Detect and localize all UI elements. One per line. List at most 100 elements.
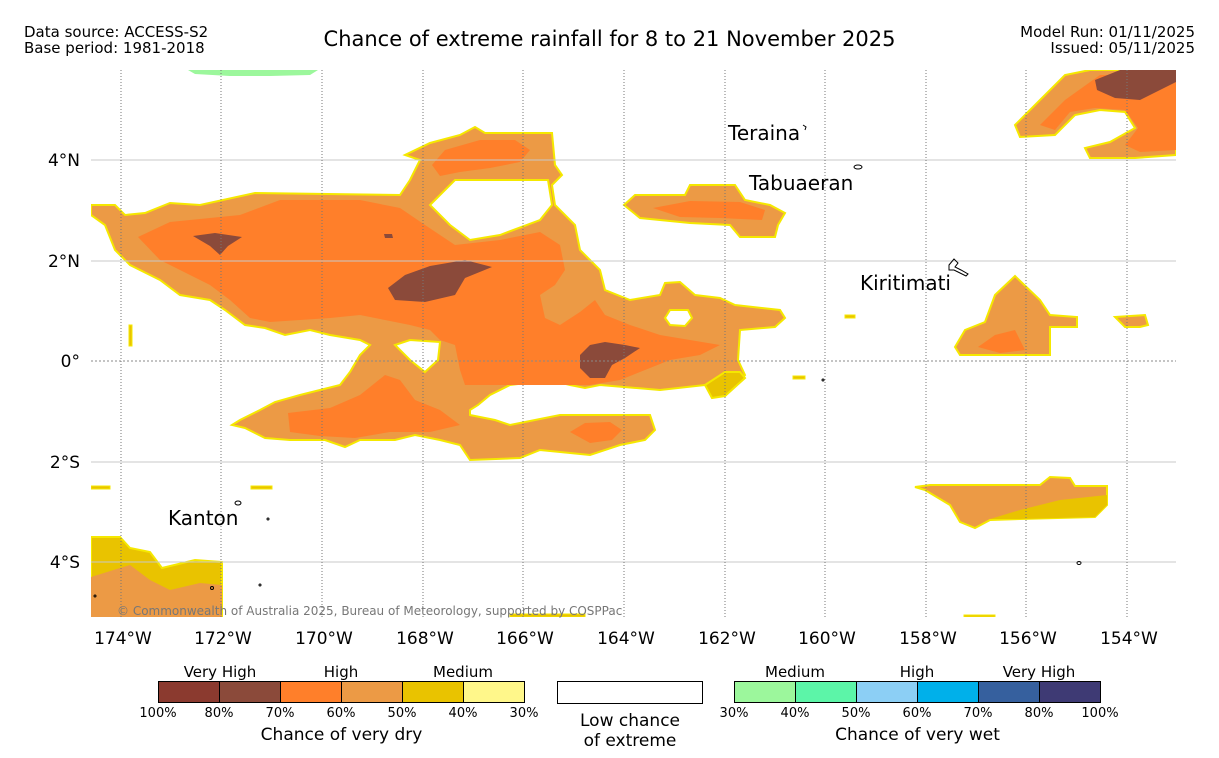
lat-label: 4°S — [50, 553, 80, 573]
model-run-text: Model Run: 01/11/2025 — [1020, 23, 1195, 41]
legend-dry-group: High — [323, 663, 359, 681]
dry-sliver-1 — [128, 324, 133, 347]
place-labels: Teraina Tabuaeran Kiritimati Kanton — [168, 121, 951, 530]
dry-sliver-2 — [91, 485, 111, 490]
legend-dry-tick: 80% — [204, 706, 234, 721]
islands — [93, 124, 1082, 598]
legend-wet-swatch — [917, 681, 979, 703]
legend-wet-group: High — [899, 663, 935, 681]
kiritimati-island — [948, 258, 969, 277]
dry-sliver-5 — [963, 614, 996, 617]
legend-dry-swatch — [280, 681, 342, 703]
dry-sliver-6 — [792, 375, 806, 380]
legend-wet-group: Medium — [765, 663, 825, 681]
legend-wet-tick: 80% — [1024, 706, 1054, 721]
dry-region-high-north — [432, 140, 530, 176]
legend-wet-tick: 40% — [780, 706, 810, 721]
map-title: Chance of extreme rainfall for 8 to 21 N… — [323, 27, 896, 51]
legend-dry-tick: 100% — [139, 706, 177, 721]
dry-region-high-south2 — [570, 422, 622, 443]
data-source-text: Data source: ACCESS-S2 — [24, 23, 209, 41]
lon-label: 156°W — [999, 629, 1057, 649]
islet-3 — [258, 583, 262, 587]
islet-2 — [210, 586, 214, 590]
dry-high-tabuaeran — [653, 201, 765, 220]
issued-text: Issued: 05/11/2025 — [1050, 39, 1195, 57]
legend-dry-swatch — [158, 681, 220, 703]
dry-very-high-northeast — [1095, 70, 1176, 100]
legend-dry-group: Medium — [433, 663, 493, 681]
legend-wet-swatch — [734, 681, 796, 703]
legend-dry-swatch — [402, 681, 464, 703]
dry-region-high-south — [288, 375, 460, 438]
rainfall-map: Teraina Tabuaeran Kiritimati Kanton © Co… — [48, 70, 1176, 649]
legend-wet-tick: 70% — [963, 706, 993, 721]
lon-label: 158°W — [899, 629, 957, 649]
hole-a — [428, 179, 554, 242]
lat-labels: 4°N 2°N 0° 2°S 4°S — [48, 151, 80, 573]
lon-label: 168°W — [396, 629, 454, 649]
model-run-block: Model Run: 01/11/2025 Issued: 05/11/2025 — [1020, 24, 1195, 56]
legend-wet-swatch — [856, 681, 918, 703]
dry-sliver-4 — [509, 613, 586, 617]
label-kanton: Kanton — [168, 506, 238, 530]
legend-wet-tick: 50% — [841, 706, 871, 721]
lat-label: 2°N — [48, 252, 80, 272]
hole-b — [393, 338, 442, 374]
legend-low-swatch — [557, 681, 703, 704]
dry-region-east — [953, 274, 1078, 356]
lon-label: 170°W — [295, 629, 353, 649]
lon-label: 154°W — [1100, 629, 1158, 649]
legend-low-label: Low chance of extreme — [557, 711, 703, 751]
lon-label: 166°W — [496, 629, 554, 649]
label-tabuaeran: Tabuaeran — [748, 171, 853, 195]
label-teraina: Teraina — [727, 121, 800, 145]
lon-label: 172°W — [194, 629, 252, 649]
data-source-block: Data source: ACCESS-S2 Base period: 1981… — [24, 24, 208, 56]
legend-dry-swatch — [219, 681, 281, 703]
tabuaeran-island — [853, 164, 863, 170]
dry-very-high-3 — [193, 233, 242, 255]
copyright-text: © Commonwealth of Australia 2025, Bureau… — [117, 604, 622, 618]
dry-small-east — [1112, 313, 1150, 328]
legend-dry-tick: 70% — [265, 706, 295, 721]
dry-high-southwest — [91, 565, 222, 617]
islet-6 — [1076, 561, 1082, 565]
legend-wet-swatch — [795, 681, 857, 703]
legend-dry-group: Very High — [183, 663, 257, 681]
lon-label: 162°W — [698, 629, 756, 649]
wet-medium-top — [188, 70, 318, 76]
legend-low-line2: of extreme — [583, 731, 677, 751]
legend-wet-tick: 60% — [902, 706, 932, 721]
lon-label: 160°W — [798, 629, 856, 649]
lat-label: 0° — [61, 352, 80, 372]
legend-dry-tick: 60% — [326, 706, 356, 721]
teraina-island — [802, 124, 807, 131]
legend-wet-tick: 30% — [719, 706, 749, 721]
base-period-text: Base period: 1981-2018 — [24, 39, 205, 57]
gridlines — [91, 159, 1176, 563]
lon-label: 164°W — [597, 629, 655, 649]
legend-wet-swatch — [1039, 681, 1101, 703]
legend-dry-swatch — [463, 681, 525, 703]
lat-label: 2°S — [50, 453, 80, 473]
dry-sliver-3 — [250, 485, 273, 490]
legend-dry-tick: 50% — [387, 706, 417, 721]
legend-dry-tick: 40% — [448, 706, 478, 721]
lon-label: 174°W — [94, 629, 152, 649]
legend-wet-group: Very High — [1002, 663, 1076, 681]
hole-c — [663, 309, 694, 328]
islet-5 — [821, 378, 825, 382]
dry-very-high-4 — [384, 234, 393, 238]
islet-1 — [266, 517, 270, 521]
dry-medium-southeast — [990, 495, 1107, 519]
islet-4 — [93, 594, 97, 598]
legend-wet-swatch — [978, 681, 1040, 703]
lon-labels: 174°W 172°W 170°W 168°W 166°W 164°W 162°… — [94, 629, 1158, 649]
label-kiritimati: Kiritimati — [860, 271, 951, 295]
legend-wet-tick: 100% — [1081, 706, 1119, 721]
legend-dry-title: Chance of very dry — [260, 725, 423, 745]
legend-dry-swatch — [341, 681, 403, 703]
dry-high-east — [978, 330, 1025, 353]
probability-regions — [91, 70, 1176, 617]
